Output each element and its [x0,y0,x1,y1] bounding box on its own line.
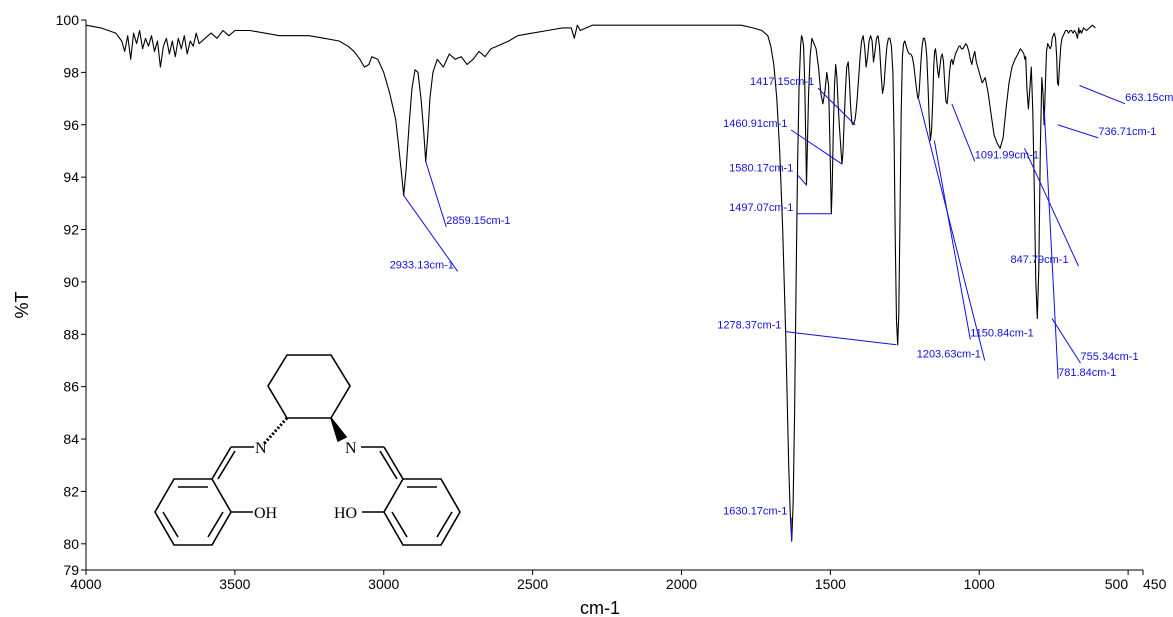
y-tick-label: 84 [63,431,79,447]
peak-label: 1580.17cm-1 [729,163,793,175]
peak-leader-line [933,140,971,340]
peak-leader-line [817,87,856,126]
x-tick-label: 4000 [70,576,101,592]
right-benzene-inner-b [391,511,408,538]
peak-leader-line [796,174,807,186]
x-tick-label: 1000 [964,576,995,592]
x-tick-label: 2000 [666,576,697,592]
y-tick-label: 98 [63,64,79,80]
x-tick-label: 3500 [219,576,250,592]
x-tick-label: 2500 [517,576,548,592]
y-axis-title: %T [12,291,32,318]
y-axis-ticks: 100 98 96 94 92 90 88 86 84 82 80 79 [56,12,86,578]
x-tick-label: 3000 [368,576,399,592]
left-benzene-ring [154,478,232,546]
left-imine-double-a [211,446,232,480]
peak-label: 781.84cm-1 [1058,367,1116,379]
peak-label: 1203.63cm-1 [917,348,981,360]
y-tick-label: 80 [63,536,79,552]
x-axis-ticks: 4000 3500 3000 2500 2000 1500 1000 500 450 [70,570,1167,592]
y-tick-label: 94 [63,169,79,185]
y-tick-label: 82 [63,483,79,499]
left-imine-double-b [217,450,236,480]
peak-label: 2933.13cm-1 [390,259,454,271]
right-benzene-inner-c [436,511,453,538]
y-tick-label: 90 [63,274,79,290]
x-axis-title: cm-1 [580,598,620,617]
x-tick-label: 500 [1105,576,1129,592]
peak-label: 736.71cm-1 [1098,126,1156,138]
peak-leader-line [1057,124,1099,139]
left-benzene-inner-c [162,511,179,538]
peak-leader-line [918,98,986,361]
atom-n-left: N [255,440,267,457]
cyclohexane-ring [267,354,351,419]
y-tick-label: 92 [63,222,79,238]
peak-leader-line [785,331,897,346]
peak-label: 1091.99cm-1 [975,149,1039,161]
right-bond-wedge [330,417,348,443]
peak-leader-line [790,129,843,165]
peak-label: 847.79cm-1 [1011,254,1069,266]
peak-label: 663.15cm-1 [1125,92,1173,104]
peak-annotations: 2933.13cm-1 2859.15cm-1 1630.17cm-1 1580.17… [390,76,1173,542]
peak-leader-line [1043,109,1059,379]
right-imine-double-b [379,450,398,480]
x-tick-label: 1500 [815,576,846,592]
peak-leader-line [951,103,976,162]
peak-label: 1497.07cm-1 [729,202,793,214]
peak-label: 1630.17cm-1 [723,506,787,518]
peak-label: 755.34cm-1 [1080,351,1138,363]
peak-leader-line [425,161,447,228]
spectrum-line [85,24,1096,542]
right-benzene-ring [383,478,461,546]
plot-axes [85,20,1143,571]
peak-leader-line [1024,148,1079,267]
peak-label: 1417.15cm-1 [750,76,814,88]
y-tick-label: 86 [63,379,79,395]
y-tick-label: 79 [63,562,79,578]
left-bond-hashed [261,417,289,446]
atom-ho-right: HO [334,505,357,522]
peak-leader-line [403,195,459,272]
peak-label: 1278.37cm-1 [717,320,781,332]
peak-label: 1460.91cm-1 [723,118,787,130]
peak-label: 1150.84cm-1 [970,328,1033,340]
peak-leader-line [1051,318,1081,364]
x-tick-label: 450 [1143,576,1167,592]
molecule-structure [154,354,461,546]
atom-oh-left: OH [254,505,278,522]
atom-n-right: N [345,440,357,457]
y-tick-label: 88 [63,326,79,342]
y-tick-label: 96 [63,117,79,133]
peak-label: 2859.15cm-1 [446,215,510,227]
peak-leader-line [1079,85,1126,105]
right-imine-double-a [383,446,404,480]
y-tick-label: 100 [56,12,80,28]
left-benzene-inner-b [207,511,224,538]
